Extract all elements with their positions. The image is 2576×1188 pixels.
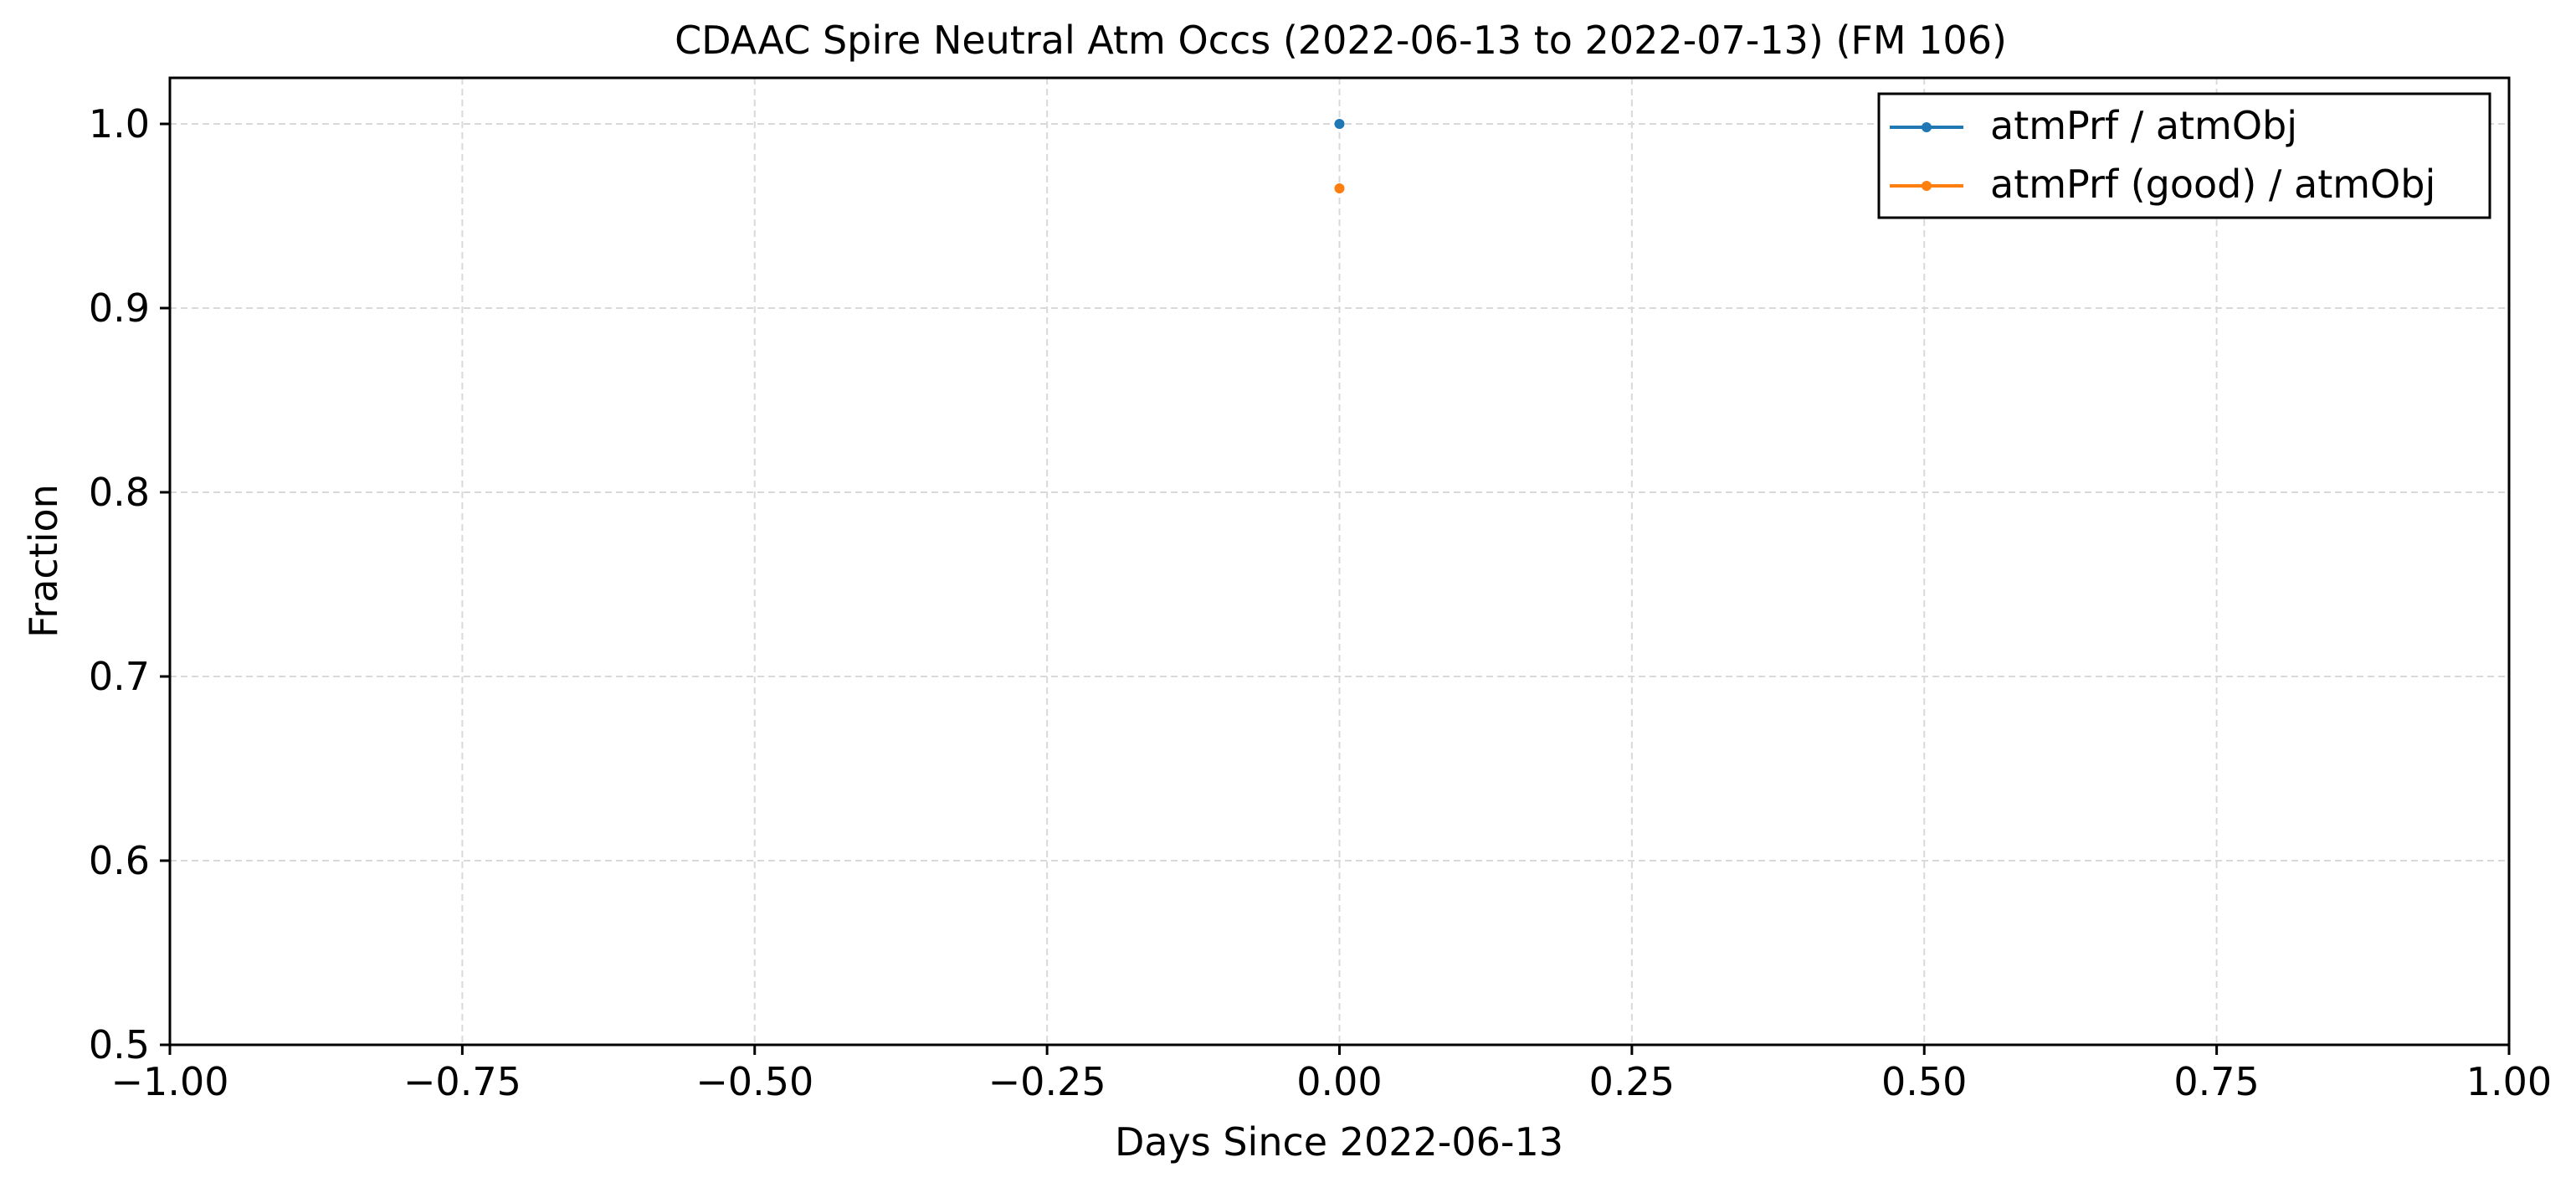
legend-marker-series-1 — [1922, 122, 1932, 132]
x-tick-label: 0.00 — [1296, 1059, 1382, 1104]
grid — [169, 78, 2510, 1046]
x-tick-label: −0.25 — [988, 1059, 1106, 1104]
data-point — [1334, 183, 1345, 193]
y-tick-label: 0.8 — [89, 470, 150, 515]
y-tick-label: 1.0 — [89, 101, 150, 147]
x-tick-label: 0.50 — [1881, 1059, 1967, 1104]
x-tick-label: −1.00 — [111, 1059, 229, 1104]
legend-marker-series-2 — [1922, 181, 1932, 191]
legend-frame — [1877, 92, 2491, 219]
x-tick-label: 1.00 — [2466, 1059, 2552, 1104]
x-tick-label: 0.25 — [1589, 1059, 1675, 1104]
legend-label-series-2: atmPrf (good) / atmObj — [1990, 162, 2435, 207]
y-tick-label: 0.6 — [89, 838, 150, 883]
x-tick-label: −0.75 — [403, 1059, 521, 1104]
x-axis-label: Days Since 2022-06-13 — [1115, 1119, 1563, 1165]
data-point — [1334, 119, 1345, 129]
x-tick-label: 0.75 — [2173, 1059, 2259, 1104]
axis-ticks: −1.00 −0.75 −0.50 −0.25 0.00 0.25 0.50 0.75 1.00… — [89, 101, 2552, 1104]
legend-label-series-1: atmPrf / atmObj — [1990, 103, 2297, 148]
y-tick-label: 0.7 — [89, 654, 150, 699]
y-tick-label: 0.9 — [89, 285, 150, 331]
x-tick-label: −0.50 — [695, 1059, 813, 1104]
y-axis-label: Fraction — [21, 484, 66, 638]
legend: atmPrf / atmObj atmPrf (good) / atmObj — [1877, 92, 2491, 219]
series-2 — [1334, 183, 1345, 193]
series-1 — [1334, 119, 1345, 129]
chart-title: CDAAC Spire Neutral Atm Occs (2022-06-13… — [675, 18, 2007, 63]
y-tick-label: 0.5 — [89, 1022, 150, 1067]
series-layer — [1334, 119, 1345, 193]
